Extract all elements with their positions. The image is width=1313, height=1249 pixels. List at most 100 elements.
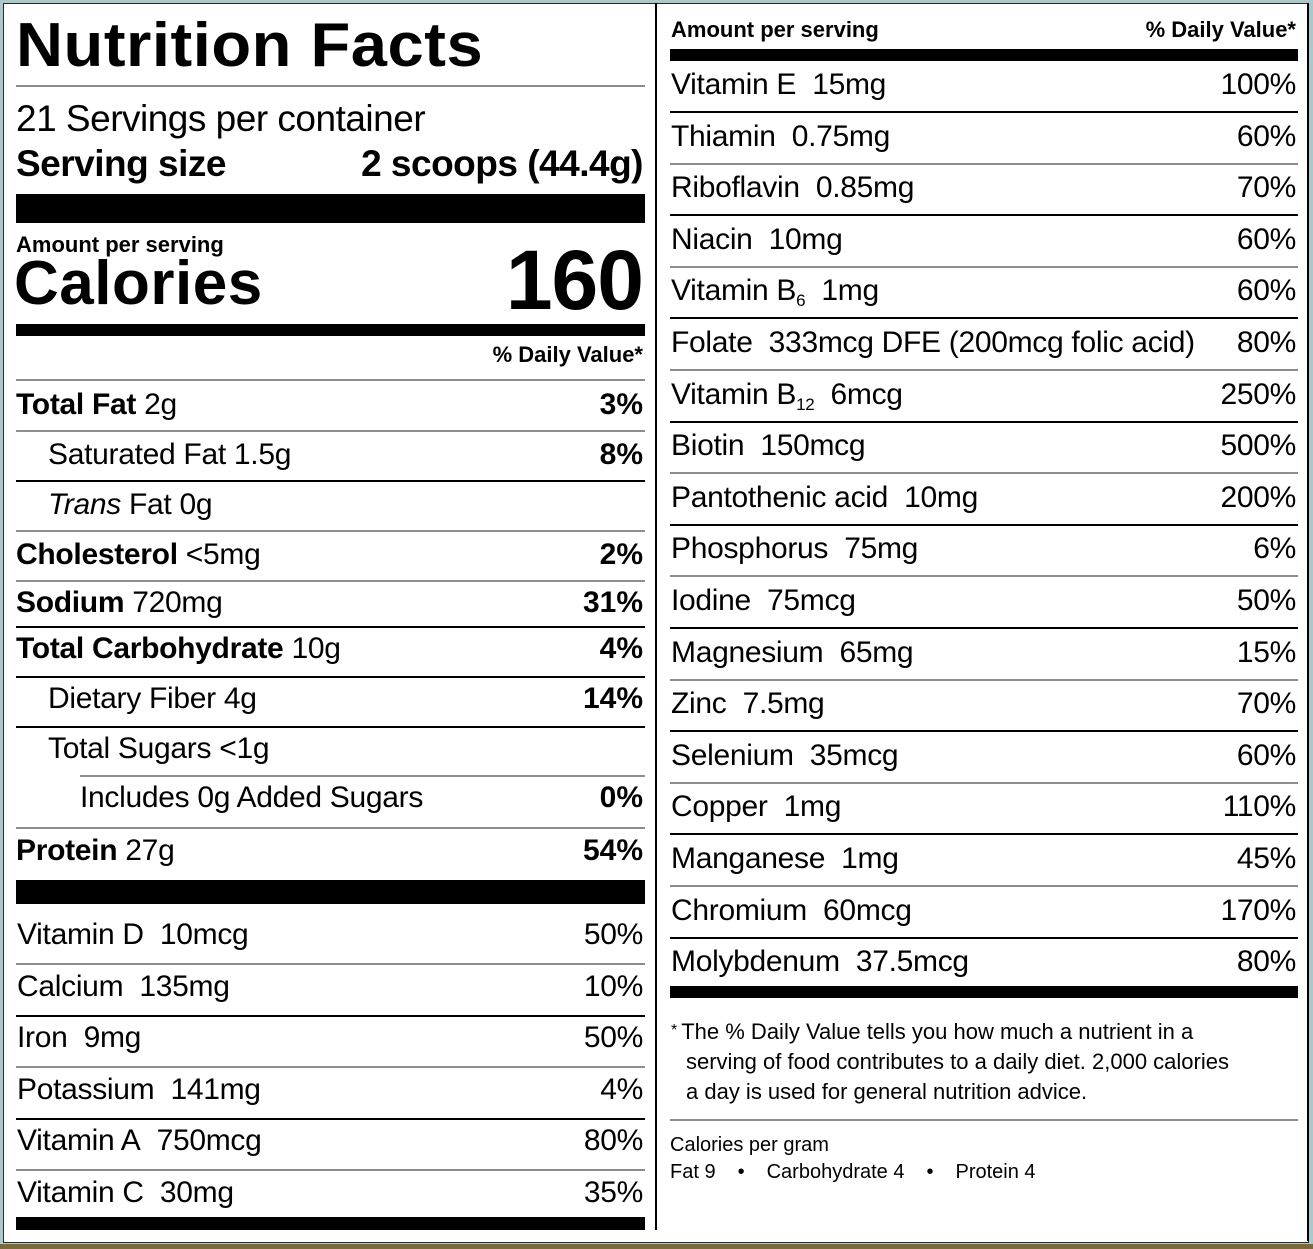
micronutrient-amount: 750mcg xyxy=(156,1124,262,1157)
micronutrient-row: Riboflavin 0.85mg xyxy=(671,171,914,205)
row-divider xyxy=(670,317,1298,319)
micronutrient-daily-value: 110% xyxy=(1222,790,1297,823)
divider-thick xyxy=(16,880,645,904)
micronutrient-row: Vitamin B6 1mg xyxy=(671,274,879,311)
nutrient-name: Cholesterol xyxy=(16,538,178,571)
micronutrient-row: Niacin 10mg xyxy=(671,223,843,257)
micronutrient-name: Vitamin A xyxy=(17,1124,141,1157)
row-divider xyxy=(670,524,1298,526)
nutrient-daily-value: 14% xyxy=(582,682,643,715)
micronutrient-amount: 75mcg xyxy=(767,584,856,617)
divider-thin xyxy=(16,85,645,87)
row-divider xyxy=(16,963,645,965)
divider-medium xyxy=(16,324,645,336)
micronutrient-amount: 75mg xyxy=(844,532,919,565)
nutrient-name: Dietary Fiber xyxy=(48,682,216,715)
micronutrient-amount: 7.5mg xyxy=(742,687,825,720)
micronutrient-daily-value: 80% xyxy=(1236,945,1296,978)
nutrient-name: Fat xyxy=(129,488,172,521)
micronutrient-name: Vitamin E xyxy=(671,68,797,101)
divider-medium xyxy=(16,1217,645,1230)
row-divider xyxy=(670,885,1298,887)
micronutrient-amount: 135mg xyxy=(139,970,230,1003)
micronutrient-daily-value: 170% xyxy=(1220,894,1296,927)
row-divider xyxy=(16,626,645,628)
row-divider xyxy=(670,214,1298,216)
micronutrient-daily-value: 60% xyxy=(1236,739,1296,772)
micronutrient-name: Iodine xyxy=(671,584,751,617)
nutrient-name: Total Fat xyxy=(16,388,137,421)
micronutrient-amount: 1mg xyxy=(783,790,842,823)
micronutrient-row: Vitamin A 750mcg xyxy=(17,1124,262,1158)
micronutrient-row: Pantothenic acid 10mg xyxy=(671,481,978,515)
nutrient-name: Saturated Fat xyxy=(48,438,226,471)
nutrient-amount: <1g xyxy=(219,732,270,765)
micronutrient-name: Molybdenum xyxy=(671,945,840,978)
row-divider xyxy=(16,1015,645,1017)
micronutrient-daily-value: 50% xyxy=(583,1021,643,1054)
row-divider xyxy=(670,163,1298,165)
micronutrient-row: Chromium 60mcg xyxy=(671,894,912,928)
nutrient-amount: 27g xyxy=(125,834,175,867)
micronutrient-row: Potassium 141mg xyxy=(17,1073,261,1107)
micronutrient-row: Manganese 1mg xyxy=(671,842,899,876)
footnote-line-3: a day is used for general nutrition advi… xyxy=(686,1079,1088,1104)
micronutrient-name: Vitamin D xyxy=(17,918,144,951)
micronutrient-name: Manganese xyxy=(671,842,826,875)
nutrient-name-italic: Trans xyxy=(48,488,121,521)
micronutrient-name: Iron xyxy=(17,1021,68,1054)
micronutrient-row: Copper 1mg xyxy=(671,790,841,824)
nutrient-name: Includes 0g Added Sugars xyxy=(80,781,424,814)
micronutrient-amount: 60mcg xyxy=(823,894,912,927)
micronutrient-daily-value: 70% xyxy=(1236,687,1296,720)
bullet-separator: • xyxy=(926,1161,934,1183)
micronutrient-row: Vitamin D 10mcg xyxy=(17,918,249,952)
micronutrient-row: Iodine 75mcg xyxy=(671,584,856,618)
nutrient-row: Cholesterol <5mg xyxy=(16,538,261,572)
bullet-separator: • xyxy=(737,1161,745,1183)
micronutrient-daily-value: 10% xyxy=(583,970,643,1003)
row-divider xyxy=(80,775,645,777)
micronutrient-row: Calcium 135mg xyxy=(17,970,230,1004)
micronutrient-amount: 10mcg xyxy=(159,918,249,951)
row-divider xyxy=(16,676,645,678)
nutrient-amount: 4g xyxy=(223,682,257,715)
micronutrient-subscript: 6 xyxy=(796,291,806,310)
micronutrient-row: Biotin 150mcg xyxy=(671,429,866,463)
row-divider xyxy=(16,1118,645,1120)
micronutrient-name: Zinc xyxy=(671,687,727,720)
calories-per-gram-values: Fat 9 • Carbohydrate 4 • Protein 4 xyxy=(670,1161,1036,1184)
nutrient-row: Includes 0g Added Sugars xyxy=(80,781,423,815)
nutrient-row: Protein 27g xyxy=(16,834,175,868)
micronutrient-row: Vitamin B12 6mcg xyxy=(671,378,903,415)
row-divider xyxy=(16,580,645,582)
divider-thick xyxy=(16,194,645,223)
calories-per-gram-label: Calories per gram xyxy=(670,1134,829,1156)
right-frame-edge xyxy=(1307,3,1309,1241)
micronutrient-daily-value: 80% xyxy=(1236,326,1296,359)
micronutrient-daily-value: 50% xyxy=(1236,584,1296,617)
row-divider xyxy=(670,679,1298,681)
micronutrient-amount: 37.5mcg xyxy=(855,945,969,978)
micronutrient-daily-value: 45% xyxy=(1236,842,1296,875)
micronutrient-daily-value: 60% xyxy=(1236,274,1296,307)
right-daily-value-header: % Daily Value* xyxy=(1145,17,1296,42)
nutrient-row: Total Sugars <1g xyxy=(48,732,270,766)
row-divider xyxy=(16,726,645,728)
micronutrient-amount: 0.75mg xyxy=(791,120,891,153)
micronutrient-name: Magnesium xyxy=(671,636,824,669)
row-divider xyxy=(670,730,1298,732)
row-divider xyxy=(670,782,1298,784)
column-divider xyxy=(655,3,657,1230)
row-divider xyxy=(16,827,645,829)
micronutrient-amount: 333mcg DFE (200mcg folic acid) xyxy=(768,326,1195,359)
row-divider xyxy=(16,1066,645,1068)
nutrient-row: Total Fat 2g xyxy=(16,388,177,422)
micronutrient-row: Vitamin E 15mg xyxy=(671,68,886,102)
micronutrient-name: Thiamin xyxy=(671,120,776,153)
row-divider xyxy=(670,472,1298,474)
serving-size-label: Serving size xyxy=(16,143,226,184)
micronutrient-daily-value: 60% xyxy=(1236,223,1296,256)
footnote-line-1: * The % Daily Value tells you how much a … xyxy=(671,1019,1194,1044)
nutrient-amount: 2g xyxy=(144,388,177,421)
